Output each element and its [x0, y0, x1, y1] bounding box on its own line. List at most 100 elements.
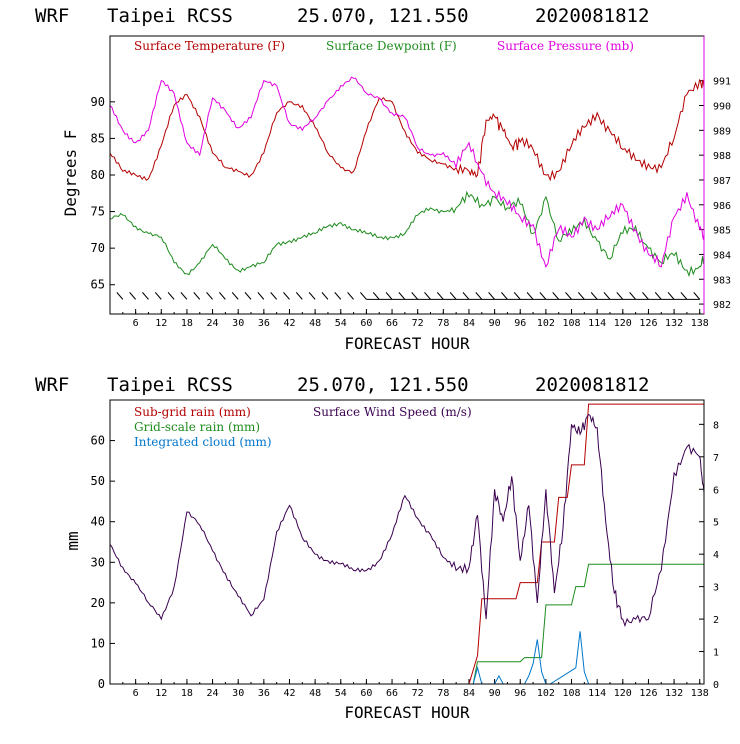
top-x-tick-label: 30	[232, 318, 244, 329]
wind-barb	[219, 292, 226, 300]
top-x-tick-label: 42	[283, 318, 295, 329]
bottom-x-tick-label: 114	[588, 688, 606, 699]
wind-barb	[603, 292, 611, 300]
wind-barb	[321, 292, 329, 300]
top-x-tick-label: 108	[562, 318, 580, 329]
bottom-y2-tick-label: 3	[713, 583, 719, 594]
top-x-tick-label: 114	[588, 318, 606, 329]
wind-barb	[142, 292, 149, 300]
top-y2-tick-label: 990	[713, 102, 731, 113]
top-station-label: Taipei RCSS	[107, 5, 233, 27]
top-x-tick-label: 78	[437, 318, 449, 329]
wind-barb	[244, 292, 252, 300]
wind-barb	[129, 292, 137, 300]
top-x-tick-label: 126	[639, 318, 657, 329]
bottom-x-tick-label: 66	[386, 688, 398, 699]
top-y-tick-label: 70	[91, 241, 105, 255]
bottom-x-tick-label: 30	[232, 688, 244, 699]
wind-barb	[295, 292, 303, 300]
top-y-tick-label: 65	[91, 278, 105, 292]
legend-gridscale-rain: Grid-scale rain (mm)	[134, 420, 260, 434]
top-x-tick-label: 24	[207, 318, 219, 329]
wind-barb	[372, 292, 380, 300]
top-coords-label: 25.070, 121.550	[297, 5, 469, 27]
bottom-series-integrated-cloud-mm	[110, 631, 704, 685]
bottom-y-tick-label: 40	[91, 515, 105, 529]
top-y2-tick-label: 988	[713, 151, 731, 162]
top-model-label: WRF	[35, 5, 69, 27]
wind-barb	[385, 292, 393, 300]
legend-temperature: Surface Temperature (F)	[134, 39, 285, 53]
bottom-init-label: 2020081812	[535, 374, 649, 396]
top-x-tick-label: 12	[155, 318, 167, 329]
bottom-series-grid-scale-rain-mm	[110, 563, 704, 685]
wind-barb	[180, 292, 188, 300]
top-x-tick-label: 102	[537, 318, 555, 329]
wind-barb	[654, 292, 662, 300]
bottom-x-tick-label: 78	[437, 688, 449, 699]
top-x-tick-label: 96	[514, 318, 526, 329]
wind-barb	[308, 292, 316, 300]
top-x-tick-label: 66	[386, 318, 398, 329]
wind-barb	[231, 292, 239, 300]
bottom-y2-tick-label: 2	[713, 615, 719, 626]
wind-barb	[488, 292, 495, 300]
wind-barb	[693, 292, 701, 300]
bottom-x-tick-label: 90	[489, 688, 501, 699]
wind-barb	[526, 292, 534, 300]
bottom-y2-tick-label: 6	[713, 485, 719, 496]
wind-barb	[257, 292, 265, 300]
bottom-x-tick-label: 48	[309, 688, 321, 699]
wind-barb	[424, 292, 431, 300]
bottom-x-tick-label: 84	[463, 688, 475, 699]
wind-barb	[642, 292, 649, 300]
top-y2-tick-label: 987	[713, 176, 731, 187]
bottom-y2-tick-label: 4	[713, 550, 719, 561]
top-x-tick-label: 84	[463, 318, 475, 329]
top-y2-tick-label: 984	[713, 250, 731, 261]
wind-barb	[411, 292, 419, 300]
wind-barb	[462, 292, 470, 300]
bottom-x-tick-label: 54	[335, 688, 347, 699]
top-y2-tick-label: 983	[713, 275, 731, 286]
bottom-x-tick-label: 72	[412, 688, 424, 699]
legend-subgrid-rain: Sub-grid rain (mm)	[134, 405, 251, 419]
legend-integrated-cloud: Integrated cloud (mm)	[134, 435, 272, 449]
wind-barb	[501, 292, 508, 300]
top-x-tick-label: 54	[335, 318, 347, 329]
bottom-series-surface-wind-speed-m-s	[109, 413, 705, 628]
bottom-x-tick-label: 42	[283, 688, 295, 699]
top-series-surface-dewpoint-f	[109, 190, 705, 278]
top-x-tick-label: 48	[309, 318, 321, 329]
wind-barb	[449, 292, 457, 300]
wind-barb	[565, 292, 572, 300]
top-init-label: 2020081812	[535, 5, 649, 27]
wind-barb	[629, 292, 637, 300]
top-y-tick-label: 80	[91, 168, 105, 182]
top-panel: WRF Taipei RCSS 25.070, 121.550 20200818…	[35, 5, 731, 353]
wind-barb	[475, 292, 483, 300]
bottom-x-tick-label: 60	[360, 688, 372, 699]
top-x-tick-label: 90	[489, 318, 501, 329]
wind-barb	[283, 292, 290, 300]
bottom-coords-label: 25.070, 121.550	[297, 374, 469, 396]
bottom-y-tick-label: 50	[91, 474, 105, 488]
wind-barb	[116, 292, 124, 300]
wind-barb	[552, 292, 560, 300]
bottom-y-tick-label: 10	[91, 636, 105, 650]
bottom-x-tick-label: 126	[639, 688, 657, 699]
wind-barb	[167, 292, 175, 300]
top-series-surface-pressure-mb	[109, 76, 705, 269]
top-xlabel: FORECAST HOUR	[344, 334, 470, 353]
bottom-y2-tick-label: 1	[713, 648, 719, 659]
wind-barb	[193, 292, 201, 300]
bottom-y2-tick-label: 8	[713, 420, 719, 431]
top-x-tick-label: 72	[412, 318, 424, 329]
bottom-x-tick-label: 18	[181, 688, 193, 699]
top-x-tick-label: 138	[691, 318, 709, 329]
bottom-x-tick-label: 6	[133, 688, 139, 699]
wind-barb	[154, 292, 162, 300]
top-y-tick-label: 90	[91, 95, 105, 109]
legend-pressure: Surface Pressure (mb)	[497, 39, 634, 53]
legend-dewpoint: Surface Dewpoint (F)	[326, 39, 457, 53]
